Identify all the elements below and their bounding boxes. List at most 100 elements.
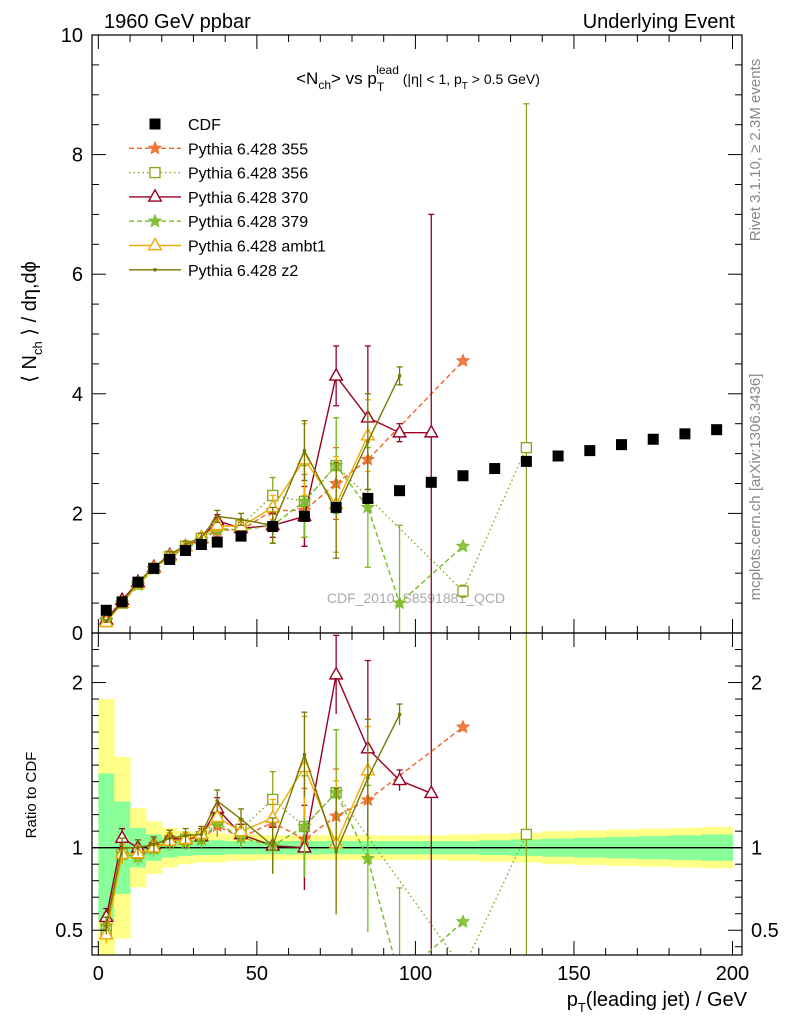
- point-CDF: [267, 521, 279, 533]
- ratio-y-tick-label-right: 2: [751, 673, 762, 695]
- ratio-y-axis-label: Ratio to CDF: [23, 752, 40, 839]
- ratio-point-ambt1: [209, 808, 225, 823]
- point-z2: [302, 448, 307, 453]
- point-CDF: [425, 476, 437, 488]
- ratio-y-tick-label-right: 1: [751, 838, 762, 860]
- point-p379: [455, 538, 471, 553]
- series-line-p355: [105, 360, 464, 621]
- legend-marker-ambt1: [147, 237, 163, 251]
- point-p356: [520, 441, 533, 454]
- point-CDF: [330, 501, 342, 513]
- ratio-point-z2: [199, 832, 204, 837]
- chart-title: <Nch> vs pTlead (|η| < 1, pT > 0.5 GeV): [296, 63, 540, 94]
- point-z2: [104, 619, 109, 623]
- series-CDF: [100, 424, 723, 616]
- ratio-point-z2: [120, 845, 124, 850]
- legend-label-p356: Pythia 6.428 356: [188, 166, 308, 183]
- x-tick-label: 100: [399, 963, 432, 985]
- ratio-point-z2: [239, 817, 243, 821]
- legend-entry-p370: Pythia 6.428 370: [129, 188, 308, 207]
- legend-entry-z2: Pythia 6.428 z2: [129, 263, 298, 280]
- header-right: Underlying Event: [583, 11, 736, 33]
- ratio-point-p379: [455, 914, 471, 928]
- legend: CDF Pythia 6.428 355 Pythia 6.428 356 Pythi…: [129, 117, 326, 280]
- point-CDF: [195, 538, 207, 550]
- ratio-series-group: [98, 633, 533, 974]
- point-CDF: [679, 428, 691, 440]
- ratio-point-z2: [302, 752, 307, 757]
- ratio-point-p370: [328, 666, 344, 680]
- ratio-series-p356: [100, 633, 533, 974]
- point-p379: [297, 493, 312, 508]
- point-z2: [366, 439, 370, 444]
- legend-marker-z2: [153, 268, 157, 272]
- ratio-point-p379: [360, 851, 375, 865]
- point-CDF: [394, 485, 406, 497]
- point-p370: [392, 424, 408, 438]
- y-tick-label: 4: [72, 384, 83, 406]
- point-p356: [457, 585, 469, 597]
- point-CDF: [100, 604, 112, 616]
- ratio-point-z2: [397, 712, 402, 717]
- legend-entry-CDF: CDF: [149, 117, 221, 134]
- point-CDF: [489, 463, 501, 475]
- legend-label-p379: Pythia 6.428 379: [188, 214, 308, 231]
- point-p379: [360, 499, 376, 514]
- point-CDF: [116, 596, 128, 608]
- ratio-y-tick-label: 0.5: [55, 920, 83, 942]
- series-line-z2: [105, 375, 401, 622]
- legend-entry-p355: Pythia 6.428 355: [129, 140, 308, 158]
- series-p356: [100, 103, 533, 633]
- point-z2: [199, 535, 204, 540]
- ratio-point-p379: [297, 818, 312, 833]
- point-CDF: [457, 470, 469, 482]
- legend-marker-p356: [149, 166, 161, 179]
- point-CDF: [520, 455, 532, 467]
- point-p355: [455, 353, 471, 368]
- ratio-y-tick-label-right: 0.5: [751, 920, 779, 942]
- point-CDF: [180, 544, 192, 556]
- point-p370: [328, 367, 344, 381]
- legend-label-z2: Pythia 6.428 z2: [188, 263, 298, 280]
- legend-label-p355: Pythia 6.428 355: [188, 141, 308, 158]
- ratio-point-p370: [423, 784, 439, 799]
- ratio-line-z2: [105, 714, 401, 927]
- point-z2: [215, 514, 220, 519]
- point-CDF: [298, 510, 310, 522]
- ratio-line-p356: [105, 791, 528, 955]
- ratio-point-z2: [215, 799, 220, 803]
- point-z2: [397, 374, 402, 378]
- y-tick-label: 10: [61, 25, 83, 47]
- point-ambt1: [209, 516, 225, 531]
- x-tick-label: 200: [716, 963, 749, 985]
- ratio-point-p356: [458, 964, 468, 974]
- ratio-point-z2: [167, 836, 172, 841]
- y-tick-label: 0: [72, 623, 83, 645]
- ratio-y-tick-label: 2: [72, 673, 83, 695]
- point-CDF: [584, 445, 596, 457]
- ratio-series-p370: [98, 633, 439, 955]
- legend-label-p370: Pythia 6.428 370: [188, 190, 308, 207]
- ratio-point-z2: [136, 845, 140, 850]
- point-z2: [239, 517, 243, 522]
- main-series-group: [98, 103, 723, 633]
- ratio-point-p370: [392, 771, 408, 786]
- legend-entry-ambt1: Pythia 6.428 ambt1: [129, 237, 326, 256]
- point-CDF: [552, 450, 564, 462]
- ratio-point-z2: [104, 924, 109, 928]
- point-CDF: [616, 439, 628, 451]
- ratio-point-z2: [270, 844, 275, 848]
- analysis-watermark: CDF_2010_S8591881_QCD: [327, 590, 505, 606]
- header-left: 1960 GeV ppbar: [104, 11, 251, 33]
- point-CDF: [148, 562, 160, 574]
- legend-entry-p356: Pythia 6.428 356: [129, 166, 308, 183]
- legend-marker-p379: [147, 213, 163, 228]
- ratio-point-z2: [366, 776, 370, 780]
- legend-marker-p355: [147, 140, 163, 155]
- point-CDF: [362, 492, 374, 504]
- y-tick-label: 2: [72, 503, 83, 525]
- point-p370: [423, 424, 439, 438]
